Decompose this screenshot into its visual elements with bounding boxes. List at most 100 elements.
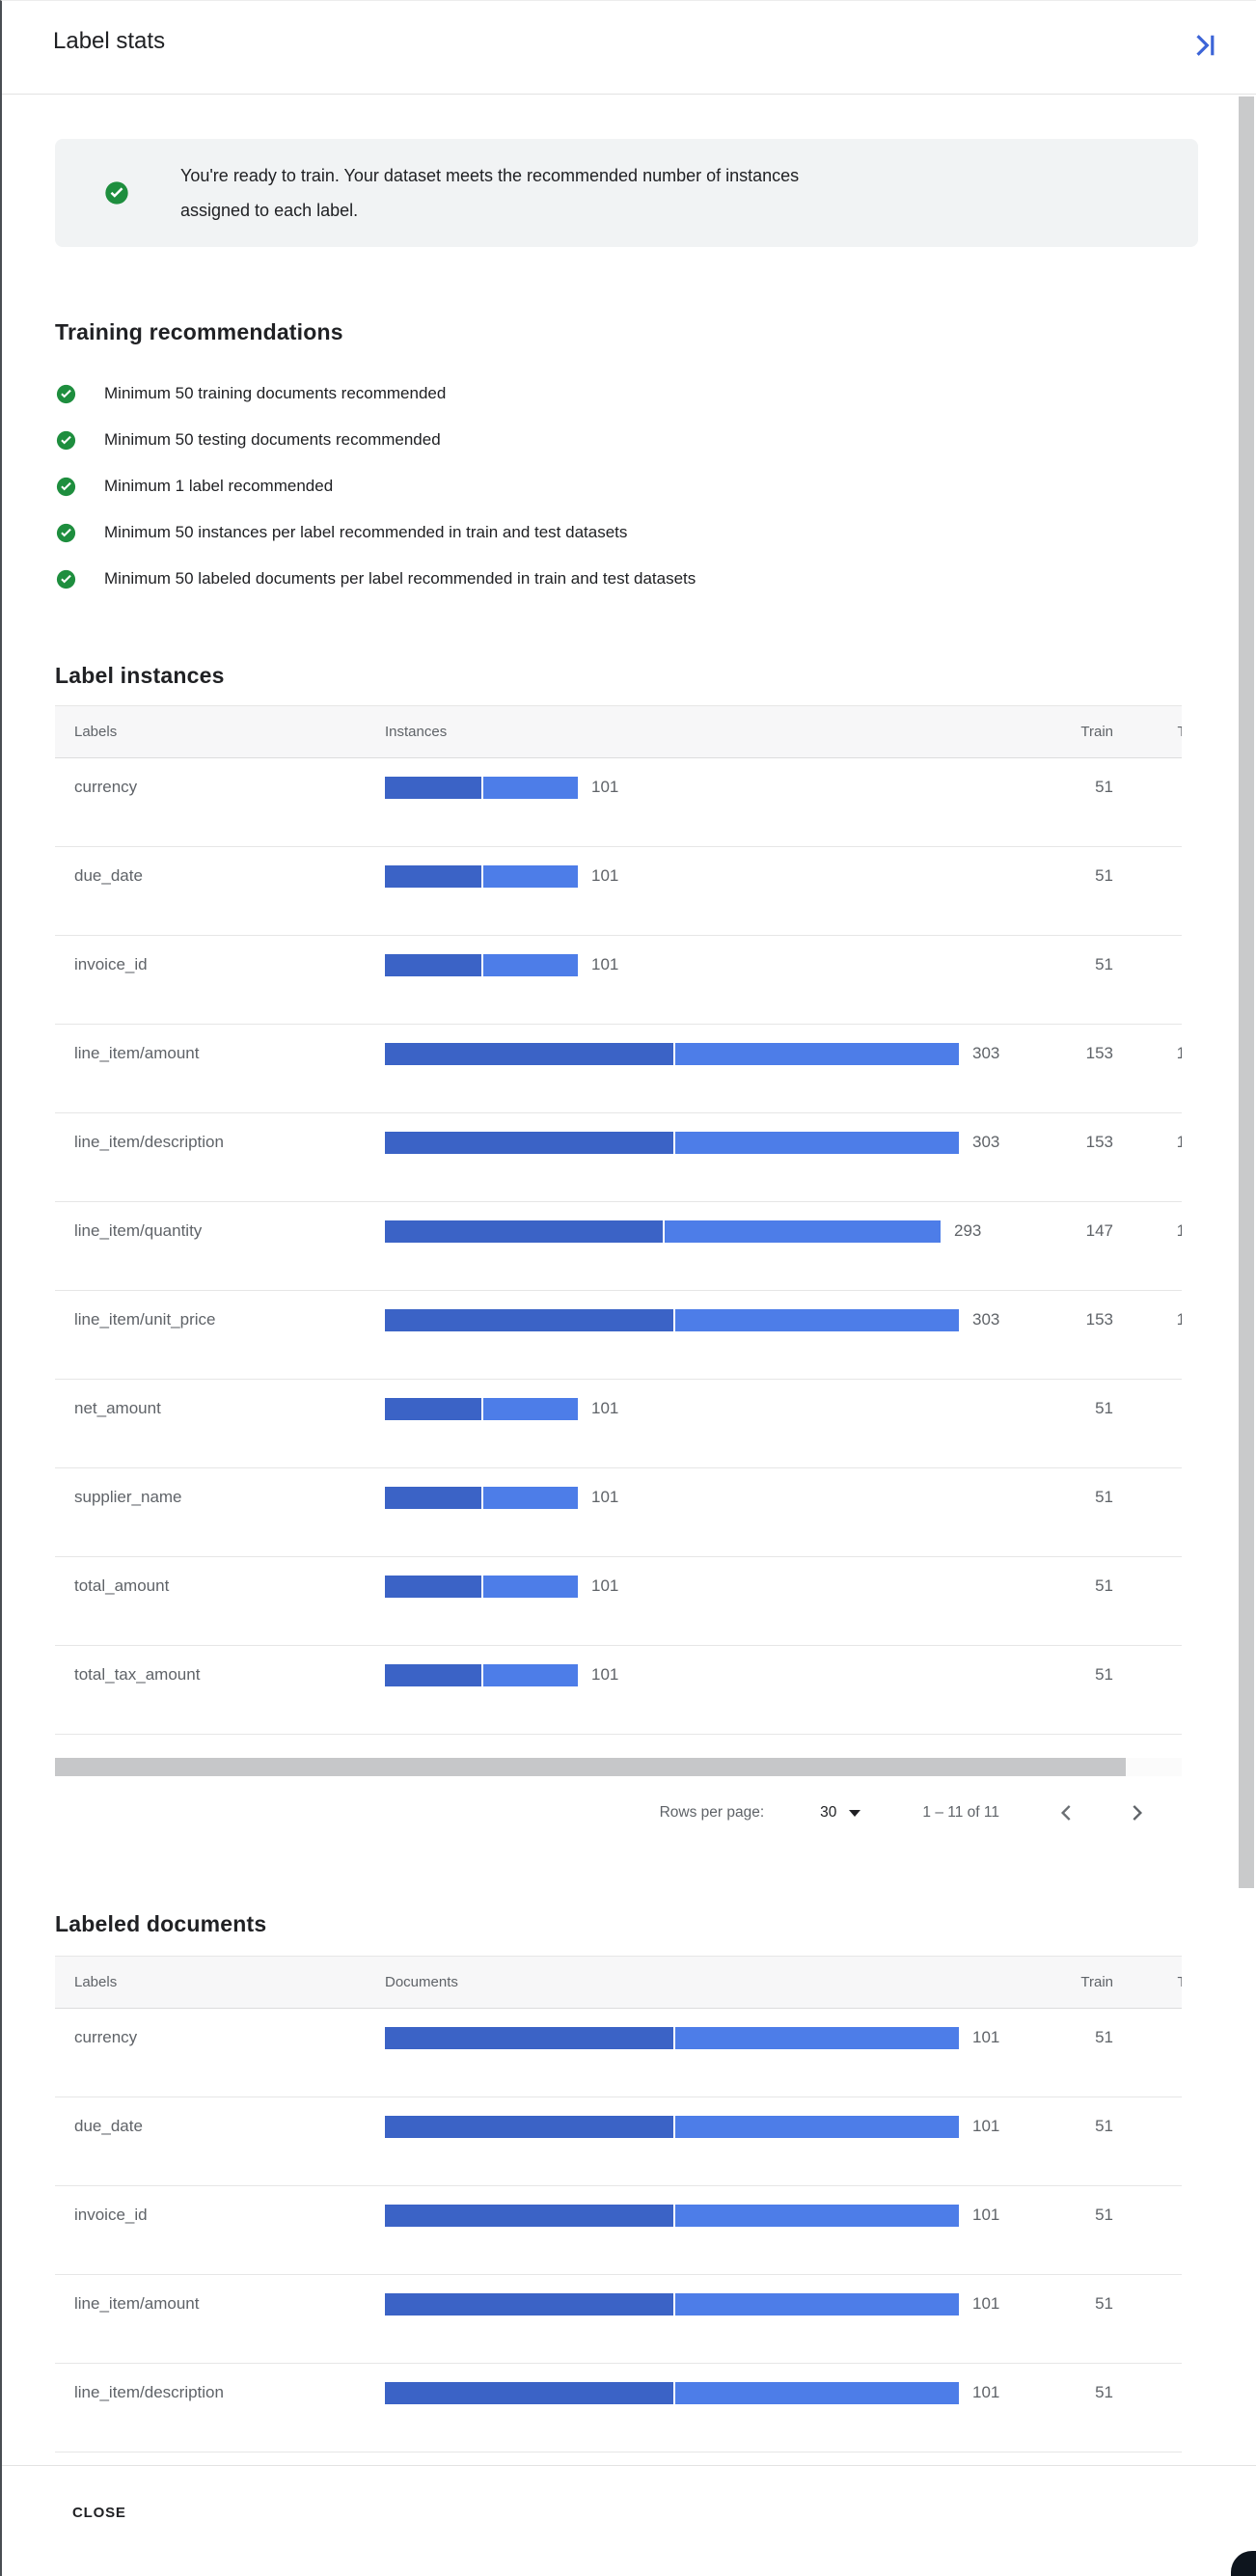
column-header-train: Train (1080, 1973, 1113, 1990)
test-value: 50 (1113, 2381, 1182, 2404)
train-value: 153 (1085, 1133, 1113, 1151)
previous-page-button[interactable] (1053, 1799, 1080, 1826)
train-value: 51 (1095, 1488, 1113, 1506)
close-button[interactable]: CLOSE (72, 2505, 126, 2521)
labeled-documents-heading: Labeled documents (55, 1911, 267, 1936)
bar-test-segment (483, 1575, 578, 1598)
column-header-train: Train (1080, 723, 1113, 740)
next-page-button[interactable] (1123, 1799, 1150, 1826)
train-value: 51 (1095, 2117, 1113, 2135)
bar-cell: 101 (385, 2292, 1022, 2316)
pagination-range: 1 – 11 of 11 (922, 1804, 999, 1821)
recommendations-list: Minimum 50 training documents recommende… (55, 370, 1256, 602)
column-header-instances: Instances (385, 724, 448, 740)
label-cell: due_date (74, 2117, 143, 2135)
test-value: 150 (1113, 1042, 1182, 1065)
check-circle-icon (55, 522, 77, 544)
bar-test-segment (675, 2115, 959, 2138)
bar-test-segment (483, 1397, 578, 1420)
bar-train-segment (385, 1219, 663, 1243)
table-row: due_date 101 5150 (55, 2097, 1182, 2186)
test-value: 50 (1113, 2026, 1182, 2049)
table-row: invoice_id 101 5150 (55, 936, 1182, 1025)
label-cell: line_item/quantity (74, 1221, 203, 1240)
horizontal-scrollbar-thumb[interactable] (55, 1758, 1126, 1776)
check-circle-icon (55, 568, 77, 590)
train-value: 51 (1095, 2028, 1113, 2046)
bar-train-segment (385, 2115, 673, 2138)
bar-train-segment (385, 1397, 481, 1420)
horizontal-scrollbar[interactable] (55, 1758, 1182, 1776)
label-instances-table: LabelsInstancesTrainTestcurrency1015150d… (55, 705, 1182, 1735)
table-row: line_item/unit_price 303 153150 (55, 1291, 1182, 1380)
bar-train-segment (385, 1131, 673, 1154)
rows-per-page-label: Rows per page: (659, 1804, 765, 1821)
bar-cell: 101 (385, 2115, 1022, 2138)
test-value: 50 (1113, 1397, 1182, 1420)
train-value: 147 (1085, 1221, 1113, 1240)
total-value: 101 (591, 1399, 619, 1417)
label-cell: invoice_id (74, 955, 148, 973)
rows-per-page-value: 30 (820, 1804, 837, 1821)
total-value: 303 (972, 1310, 1000, 1329)
table-row: total_amount 101 5150 (55, 1557, 1182, 1646)
table-row: currency 101 5150 (55, 758, 1182, 847)
bar-cell: 101 (385, 2026, 1022, 2049)
labeled-documents-table: LabelsDocumentsTrainTestcurrency1015150d… (55, 1956, 1182, 2453)
label-cell: total_amount (74, 1576, 170, 1595)
total-value: 101 (591, 1488, 619, 1506)
bar-train-segment (385, 1042, 673, 1065)
bar-cell: 303 (385, 1131, 1022, 1154)
label-cell: invoice_id (74, 2206, 148, 2224)
train-value: 51 (1095, 2294, 1113, 2313)
train-value: 51 (1095, 1576, 1113, 1595)
bar-cell: 101 (385, 2204, 1022, 2227)
recommendation-text: Minimum 50 labeled documents per label r… (104, 569, 696, 588)
bar-test-segment (483, 1663, 578, 1686)
test-value: 146 (1113, 1219, 1182, 1243)
total-value: 293 (954, 1221, 982, 1240)
vertical-scrollbar-thumb[interactable] (1239, 96, 1254, 1888)
label-cell: line_item/amount (74, 1044, 200, 1062)
bar-cell: 101 (385, 776, 1022, 799)
column-header-labels: Labels (74, 723, 118, 740)
train-value: 51 (1095, 1399, 1113, 1417)
label-cell: currency (74, 2028, 138, 2046)
check-circle-icon (103, 179, 130, 206)
bar-train-segment (385, 776, 481, 799)
bar-cell: 293 (385, 1219, 1022, 1243)
bar-test-segment (483, 864, 578, 888)
label-cell: currency (74, 778, 138, 796)
train-value: 51 (1095, 1665, 1113, 1684)
check-circle-icon (55, 383, 77, 405)
bar-train-segment (385, 2381, 673, 2404)
bar-train-segment (385, 864, 481, 888)
train-value: 51 (1095, 866, 1113, 885)
recommendation-text: Minimum 50 training documents recommende… (104, 384, 447, 402)
bar-train-segment (385, 1308, 673, 1331)
bar-train-segment (385, 1575, 481, 1598)
label-instances-table-inner: LabelsInstancesTrainTestcurrency1015150d… (55, 705, 1182, 1735)
table-row: net_amount 101 5150 (55, 1380, 1182, 1468)
table-header-row: Labels Documents TrainTest (55, 1956, 1182, 2009)
bar-cell: 303 (385, 1308, 1022, 1331)
test-value: 50 (1113, 776, 1182, 799)
chevron-left-icon (1060, 1805, 1071, 1821)
bar-train-segment (385, 1486, 481, 1509)
label-cell: supplier_name (74, 1488, 182, 1506)
table-row: total_tax_amount 101 5150 (55, 1646, 1182, 1735)
dropdown-caret-icon (849, 1809, 861, 1817)
label-cell: due_date (74, 866, 143, 885)
test-value: 50 (1113, 2115, 1182, 2138)
total-value: 101 (591, 866, 619, 885)
bar-cell: 101 (385, 1397, 1022, 1420)
train-value: 51 (1095, 955, 1113, 973)
collapse-panel-right-icon[interactable] (1185, 26, 1223, 65)
total-value: 101 (972, 2294, 1000, 2313)
train-value: 153 (1085, 1310, 1113, 1329)
train-value: 153 (1085, 1044, 1113, 1062)
bar-cell: 101 (385, 1663, 1022, 1686)
rows-per-page-select[interactable]: 30 (820, 1804, 861, 1822)
table-header-row: Labels Instances TrainTest (55, 705, 1182, 758)
